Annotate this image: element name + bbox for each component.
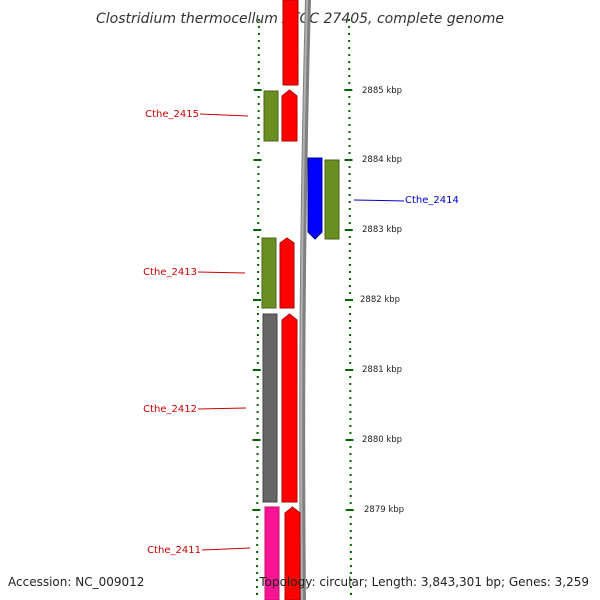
gene-label-cthe-2415[interactable]: Cthe_2415 xyxy=(145,109,199,120)
cds-arrow-cthe-2413[interactable] xyxy=(279,237,295,309)
leader-cthe-2411 xyxy=(201,547,251,551)
scale-label-2883: 2883 kbp xyxy=(362,225,402,235)
gene-feature-cthe-2412[interactable] xyxy=(262,313,278,503)
gene-label-cthe-2411[interactable]: Cthe_2411 xyxy=(147,545,201,556)
tick-track-right xyxy=(344,19,354,595)
leader-cthe-2414 xyxy=(353,199,405,202)
cds-features xyxy=(279,0,323,600)
gene-feature-cthe-2411[interactable] xyxy=(264,506,280,600)
scale-label-2884: 2884 kbp xyxy=(362,155,402,165)
gene-feature-cthe-2415[interactable] xyxy=(263,90,279,142)
scale-label-2881: 2881 kbp xyxy=(362,365,402,375)
cds-arrow-cthe-2411[interactable] xyxy=(284,506,301,600)
cds-arrow-cthe-2412[interactable] xyxy=(281,313,298,503)
accession-label: Accession: NC_009012 xyxy=(8,575,144,589)
gene-label-cthe-2413[interactable]: Cthe_2413 xyxy=(143,267,197,278)
leader-cthe-2413 xyxy=(197,271,246,274)
gene-feature-cthe-2414[interactable] xyxy=(324,159,340,240)
gene-label-cthe-2412[interactable]: Cthe_2412 xyxy=(143,404,197,415)
topology-label: Topology: circular; Length: 3,843,301 bp… xyxy=(258,575,589,589)
cds-arrow-cthe-2414[interactable] xyxy=(307,157,323,240)
tick-track-left xyxy=(252,19,262,595)
scale-labels: 2885 kbp 2884 kbp 2883 kbp 2882 kbp 2881… xyxy=(360,86,404,515)
genome-backbone xyxy=(299,0,311,600)
cds-arrow-cthe-2415[interactable] xyxy=(281,89,298,142)
scale-label-2882: 2882 kbp xyxy=(360,295,400,305)
scale-label-2879: 2879 kbp xyxy=(364,505,404,515)
genome-backbone-highlight xyxy=(300,0,308,600)
gene-labels: Cthe_2415 Cthe_2414 Cthe_2413 Cthe_2412 … xyxy=(143,109,459,556)
cds-arrow-top[interactable] xyxy=(282,0,299,86)
gene-label-leaders xyxy=(197,113,405,551)
leader-cthe-2412 xyxy=(197,407,247,410)
gene-label-cthe-2414[interactable]: Cthe_2414 xyxy=(405,195,459,206)
gene-features xyxy=(261,90,340,600)
map-title: Clostridium thermocellum ATCC 27405, com… xyxy=(96,11,504,27)
scale-label-2885: 2885 kbp xyxy=(362,86,402,96)
gene-feature-cthe-2413[interactable] xyxy=(261,237,277,309)
leader-cthe-2415 xyxy=(199,113,249,117)
scale-label-2880: 2880 kbp xyxy=(362,435,402,445)
